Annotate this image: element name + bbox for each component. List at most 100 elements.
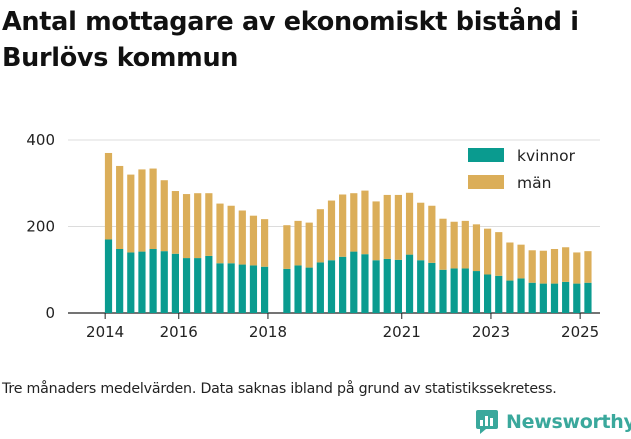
- bar-kvinnor: [372, 260, 380, 313]
- x-axis: 2014 2016 2018 2021 2023 2025: [86, 313, 599, 341]
- legend-swatch: [468, 148, 504, 162]
- chart-title: Antal mottagare av ekonomiskt bistånd i …: [2, 7, 579, 73]
- bar-man: [261, 219, 269, 267]
- y-tick-label: 200: [26, 218, 55, 236]
- bar-kvinnor: [227, 263, 235, 313]
- bar-man: [350, 193, 358, 252]
- bar-man: [171, 191, 179, 254]
- legend-label: kvinnor: [517, 147, 576, 165]
- bar-man: [562, 247, 570, 282]
- chart-caption: Tre månaders medelvärden. Data saknas ib…: [2, 381, 557, 397]
- bar-kvinnor: [171, 253, 179, 313]
- bar-man: [405, 192, 414, 255]
- bar-man: [417, 202, 425, 261]
- bar-man: [573, 252, 581, 284]
- bar-kvinnor: [194, 258, 202, 313]
- bar-kvinnor: [361, 254, 369, 313]
- bar-man: [539, 250, 547, 284]
- bar-man: [550, 248, 559, 284]
- bar-man: [294, 220, 302, 266]
- bar-kvinnor: [160, 251, 168, 313]
- bar-man: [517, 244, 525, 279]
- bar-man: [383, 194, 391, 259]
- bar-man: [428, 205, 436, 263]
- bar-kvinnor: [294, 265, 302, 313]
- bar-kvinnor: [238, 264, 246, 313]
- x-tick-label: 2016: [160, 323, 198, 341]
- bar-kvinnor: [450, 268, 458, 313]
- newsworthy-logo[interactable]: Newsworthy: [476, 409, 631, 434]
- bar-kvinnor: [216, 263, 224, 313]
- bar-kvinnor: [327, 260, 336, 313]
- bar-man: [205, 193, 213, 256]
- legend-swatch: [468, 175, 504, 189]
- bar-kvinnor: [261, 266, 269, 313]
- bar-kvinnor: [573, 283, 581, 313]
- bar-man: [116, 165, 124, 249]
- bar-kvinnor: [149, 248, 157, 313]
- bar-man: [138, 169, 146, 252]
- bar-man: [104, 152, 113, 240]
- legend-label: män: [517, 174, 551, 192]
- bar-kvinnor: [127, 252, 135, 313]
- bar-kvinnor: [495, 275, 503, 313]
- bar-man: [194, 193, 202, 259]
- bar-kvinnor: [405, 254, 414, 313]
- bar-kvinnor: [104, 239, 113, 313]
- bar-man: [472, 224, 481, 272]
- bar-kvinnor: [116, 248, 124, 313]
- bar-kvinnor: [472, 271, 481, 313]
- bar-kvinnor: [550, 283, 559, 313]
- bar-kvinnor: [461, 268, 469, 313]
- bar-kvinnor: [562, 281, 570, 313]
- bar-man: [450, 221, 458, 269]
- bar-kvinnor: [339, 256, 347, 313]
- bar-kvinnor: [417, 260, 425, 313]
- bar-kvinnor: [394, 259, 402, 313]
- bar-kvinnor: [305, 267, 313, 313]
- bar-kvinnor: [249, 265, 258, 313]
- bar-kvinnor: [539, 283, 547, 313]
- bar-man: [327, 200, 336, 261]
- bar-man: [361, 190, 369, 255]
- bar-kvinnor: [383, 258, 391, 313]
- bar-man: [461, 220, 469, 269]
- bar-man: [149, 168, 157, 249]
- bar-kvinnor: [484, 274, 492, 313]
- bar-man: [316, 209, 324, 263]
- bar-man: [506, 242, 514, 281]
- x-tick-label: 2025: [561, 323, 599, 341]
- bar-man: [160, 180, 168, 252]
- y-axis-ticks: 0 200 400: [26, 131, 55, 322]
- legend: kvinnor män: [468, 147, 576, 192]
- brand-name: Newsworthy: [506, 410, 631, 433]
- bar-kvinnor: [283, 268, 291, 313]
- bar-kvinnor: [584, 282, 592, 313]
- newsworthy-logo-icon: [476, 410, 498, 434]
- bar-kvinnor: [350, 251, 358, 313]
- bar-kvinnor: [506, 280, 514, 313]
- y-tick-label: 0: [45, 304, 55, 322]
- x-tick-label: 2021: [383, 323, 421, 341]
- x-tick-label: 2014: [86, 323, 124, 341]
- bar-man: [249, 215, 258, 266]
- bar-man: [227, 205, 235, 264]
- bar-man: [495, 232, 503, 276]
- bar-man: [339, 194, 347, 257]
- x-tick-label: 2018: [249, 323, 287, 341]
- bar-kvinnor: [439, 269, 447, 313]
- bar-kvinnor: [205, 255, 213, 313]
- bar-kvinnor: [528, 282, 536, 313]
- bar-kvinnor: [316, 262, 324, 313]
- bar-man: [182, 194, 191, 259]
- y-tick-label: 400: [26, 131, 55, 149]
- bar-kvinnor: [182, 258, 191, 313]
- bar-man: [127, 174, 135, 253]
- bar-man: [372, 201, 380, 261]
- x-tick-label: 2023: [472, 323, 510, 341]
- bar-man: [305, 222, 313, 268]
- bar-kvinnor: [428, 262, 436, 313]
- bar-man: [238, 210, 246, 265]
- bar-man: [584, 251, 592, 283]
- bar-kvinnor: [517, 278, 525, 313]
